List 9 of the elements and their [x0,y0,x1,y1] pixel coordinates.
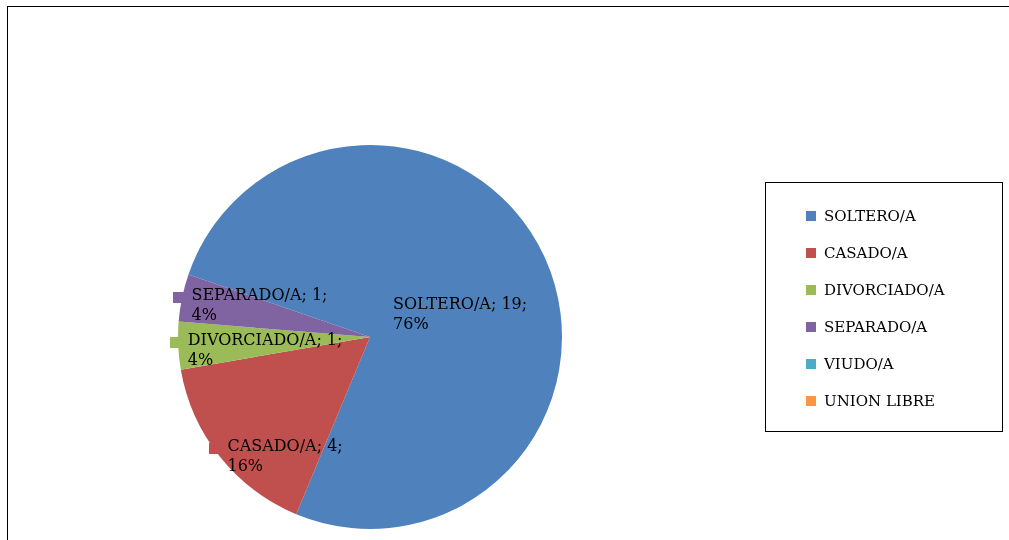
legend-label: SOLTERO/A [824,206,916,225]
legend-label: SEPARADO/A [824,317,928,336]
legend-label: CASADO/A [824,243,908,262]
data-label: CASADO/A; 4; 16% [227,435,343,475]
data-label: SOLTERO/A; 19; 76% [393,293,528,333]
legend-label: DIVORCIADO/A [824,280,945,299]
data-label: SEPARADO/A; 1; 4% [191,284,328,324]
legend-label: UNION LIBRE [824,391,936,410]
legend-label: VIUDO/A [824,354,894,373]
